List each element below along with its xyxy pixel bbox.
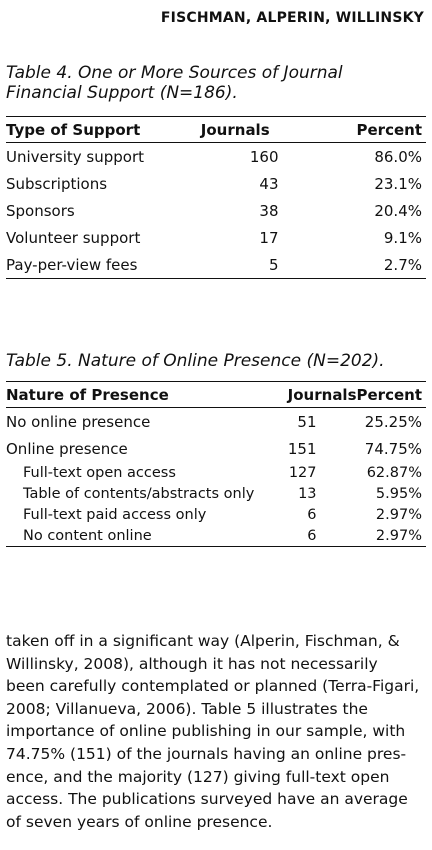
table-cell-percent: 2.97% — [375, 506, 422, 523]
table-cell-journals: 43 — [259, 174, 279, 193]
table-cell-percent: 25.25% — [364, 412, 422, 431]
body-line: access. The publications surveyed have a… — [6, 790, 408, 809]
table-cell-type: Sponsors — [6, 201, 75, 220]
table-cell-journals: 160 — [249, 147, 279, 166]
running-header: FISCHMAN, ALPERIN, WILLINSKY — [160, 10, 424, 26]
table-row: Pay-per-view fees 5 2.7% — [6, 251, 426, 279]
body-line: importance of online publishing in our s… — [6, 722, 406, 741]
table4-header-type: Type of Support — [6, 116, 189, 143]
table-row: No online presence 51 25.25% — [6, 408, 426, 436]
table-cell-type: Pay-per-view fees — [6, 251, 189, 279]
table5-header-journals: Journals — [283, 381, 357, 408]
table-cell-percent: 20.4% — [374, 201, 422, 220]
table-cell-type: Volunteer support — [6, 228, 141, 247]
table-cell-journals: 151 — [287, 439, 317, 458]
table-row: Subscriptions 43 23.1% — [6, 170, 426, 197]
table5: Nature of Presence Journals Percent No o… — [6, 381, 426, 547]
table-row: Online presence 151 74.75% — [6, 435, 426, 462]
table-cell-nature: Table of contents/abstracts only — [23, 485, 255, 502]
body-line: taken off in a significant way (Alperin,… — [6, 632, 400, 650]
table-cell-percent: 23.1% — [374, 174, 422, 193]
table-cell-percent: 86.0% — [374, 147, 422, 166]
table-cell-nature: Online presence — [6, 439, 128, 458]
table-subrow: No content online 6 2.97% — [6, 525, 426, 547]
table-cell-journals: 6 — [307, 506, 317, 523]
table4-header-row: Type of Support Journals Percent — [6, 116, 426, 143]
table-cell-journals: 5 — [188, 251, 357, 279]
body-line: 2008; Villanueva, 2006). Table 5 illustr… — [6, 699, 368, 718]
table-cell-nature: Full-text open access — [23, 464, 176, 481]
table-cell-journals: 38 — [259, 201, 279, 220]
table-cell-type: Subscriptions — [6, 174, 108, 193]
table-subrow: Full-text paid access only 6 2.97% — [6, 504, 426, 525]
table-row: Sponsors 38 20.4% — [6, 197, 426, 224]
table-cell-nature: No content online — [6, 525, 284, 547]
table-cell-percent: 74.75% — [364, 439, 422, 458]
table5-header-nature: Nature of Presence — [6, 381, 284, 408]
table-cell-type: University support — [6, 147, 145, 166]
table-cell-percent: 62.87% — [366, 464, 422, 481]
table-cell-nature: No online presence — [6, 412, 151, 431]
table5-header-percent: Percent — [356, 381, 426, 408]
table-cell-journals: 51 — [297, 412, 317, 431]
body-line: 74.75% (151) of the journals having an o… — [6, 744, 407, 763]
table-subrow: Table of contents/abstracts only 13 5.95… — [6, 483, 426, 504]
table-cell-journals: 127 — [288, 464, 317, 481]
table4-header-journals: Journals — [188, 116, 357, 143]
table-cell-percent: 9.1% — [383, 228, 422, 247]
body-line: been carefully contemplated or planned (… — [6, 677, 420, 696]
table-cell-percent: 2.97% — [356, 525, 426, 547]
table-cell-journals: 13 — [298, 485, 317, 502]
table5-header-row: Nature of Presence Journals Percent — [6, 381, 426, 408]
body-line: Willinsky, 2008), although it has not ne… — [6, 654, 378, 673]
table4: Type of Support Journals Percent Univers… — [6, 116, 426, 279]
body-line: ence, and the majority (127) giving full… — [6, 767, 390, 786]
body-paragraph: taken off in a significant way (Alperin,… — [6, 630, 426, 833]
body-line: of seven years of online presence. — [6, 812, 273, 831]
table4-caption-line1: Table 4. One or More Sources of Journal — [6, 63, 343, 83]
table-cell-journals: 6 — [283, 525, 357, 547]
table-subrow: Full-text open access 127 62.87% — [6, 462, 426, 483]
table-cell-percent: 2.7% — [356, 251, 426, 279]
table-cell-nature: Full-text paid access only — [23, 506, 207, 523]
table4-caption-line2: Financial Support (N=186). — [6, 83, 238, 103]
table4-header-percent: Percent — [356, 116, 426, 143]
table-row: Volunteer support 17 9.1% — [6, 224, 426, 251]
table5-caption: Table 5. Nature of Online Presence (N=20… — [6, 351, 385, 371]
table-cell-percent: 5.95% — [375, 485, 422, 502]
table-row: University support 160 86.0% — [6, 143, 426, 171]
table4-caption: Table 4. One or More Sources of Journal … — [6, 63, 426, 103]
table-cell-journals: 17 — [259, 228, 279, 247]
